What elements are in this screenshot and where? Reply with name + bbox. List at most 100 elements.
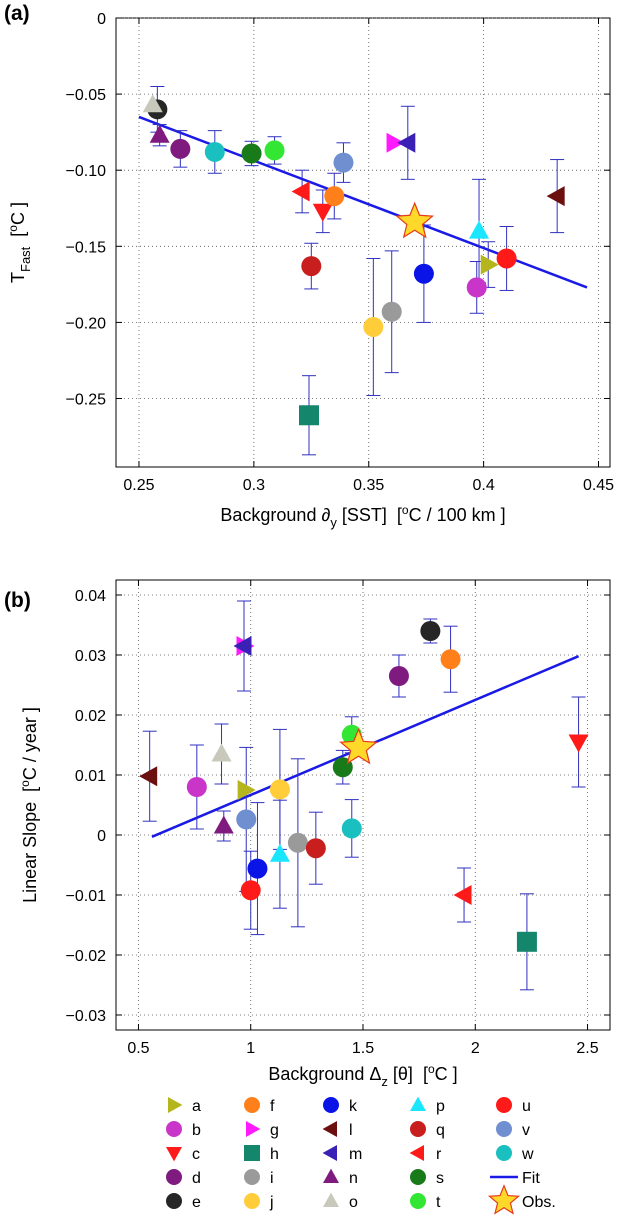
point-o [211,743,232,762]
y-tick-label: 0.01 [75,768,106,785]
legend-label-m: m [349,1146,362,1163]
legend-label-i: i [270,1170,274,1187]
legend-marker-a [168,1097,183,1113]
y-tick-label: −0.03 [66,1008,107,1025]
point-n [213,815,234,834]
point-q [301,256,322,277]
point-w [204,141,225,162]
legend-label-u: u [522,1098,531,1115]
legend-label-c: c [192,1146,200,1163]
y-tick-label: 0 [97,828,106,845]
legend-label-j: j [269,1194,274,1211]
legend-marker-s [410,1169,426,1185]
point-t [264,140,285,161]
legend-label-p: p [436,1098,445,1115]
panel-b: (b) 0.5 1 1.5 2 2.5 0.04 0.03 0.02 0.01 0 −0.01 −0.0… [4,579,611,1089]
plot-frame [115,17,611,468]
point-w [341,818,362,839]
legend-marker-e [166,1193,182,1209]
y-tick-label: −0.25 [66,392,107,409]
legend-label-d: d [192,1170,201,1187]
point-d [170,138,191,159]
legend-marker-l [322,1121,337,1137]
legend-marker-i [244,1169,260,1185]
legend-marker-p [410,1096,426,1111]
point-star [395,201,435,239]
point-b [466,277,487,298]
legend-marker-r [409,1145,424,1161]
legend-label-k: k [349,1098,358,1115]
x-tick-label: 2 [471,1040,480,1057]
legend-label-w: w [521,1146,534,1163]
point-p [469,220,490,239]
point-r [453,885,472,905]
panel-label: (b) [4,589,31,612]
point-k [247,858,268,879]
y-tick-label: −0.01 [66,888,107,905]
legend-label-q: q [436,1122,445,1139]
legend-marker-q [410,1121,426,1137]
point-m [233,636,252,656]
x-tick-label: 0.25 [123,477,154,494]
point-i [381,301,402,322]
y-tick-label: 0.04 [75,588,106,605]
point-l [546,186,565,207]
legend-marker-h [244,1145,260,1161]
point-g [386,132,405,153]
point-i [287,832,308,853]
legend-marker-m [322,1145,337,1161]
point-e [420,621,441,641]
fit-line [138,115,588,289]
x-tick-label: 1.5 [352,1040,374,1057]
x-tick-label: 0.45 [583,477,614,494]
legend-label-r: r [436,1146,442,1163]
point-h [516,931,537,952]
y-tick-label: 0 [97,11,106,28]
y-tick-label: −0.05 [66,87,107,104]
x-tick-label: 0.35 [353,477,384,494]
point-b [186,777,207,797]
legend-marker-v [496,1121,512,1137]
point-u [496,248,517,269]
legend-marker-f [244,1097,260,1113]
point-p [269,843,290,862]
x-tick-label: 0.5 [127,1040,149,1057]
x-tick-label: 0.3 [243,477,265,494]
y-tick-label: −0.10 [66,163,107,180]
x-axis-label: Background Δz [θ] [oC ] [268,1062,457,1089]
point-m [397,132,416,153]
point-d [388,666,409,686]
point-f [324,186,345,207]
y-tick-label: −0.20 [66,315,107,332]
legend-marker-star [487,1184,521,1215]
legend-label-o: o [349,1194,358,1211]
legend-label-v: v [522,1122,530,1139]
point-f [440,649,461,670]
point-v [236,809,257,830]
point-a [480,254,499,275]
x-tick-label: 1 [246,1040,255,1057]
legend-marker-t [410,1193,426,1209]
legend-label-s: s [436,1170,444,1187]
legend-label-star: Obs. [522,1194,556,1211]
legend-marker-d [166,1169,182,1185]
legend-marker-k [323,1097,339,1113]
point-q [305,838,326,859]
y-tick-label: −0.15 [66,239,107,256]
y-axis-label: TFast [oC ] [6,202,33,283]
legend-label-n: n [349,1170,358,1187]
point-k [413,263,434,284]
x-tick-label: 0.4 [473,477,495,494]
x-axis-label: Background ∂y [SST] [oC / 100 km ] [220,503,505,530]
legend-label-fit: Fit [522,1170,540,1187]
x-tick-label: 2.5 [576,1040,598,1057]
legend-marker-b [166,1121,182,1137]
legend-label-a: a [192,1098,201,1115]
point-n [149,124,170,143]
point-j [269,779,290,800]
point-o [142,94,163,113]
point-l [139,766,158,787]
legend-label-g: g [270,1122,279,1139]
point-j [363,316,384,337]
